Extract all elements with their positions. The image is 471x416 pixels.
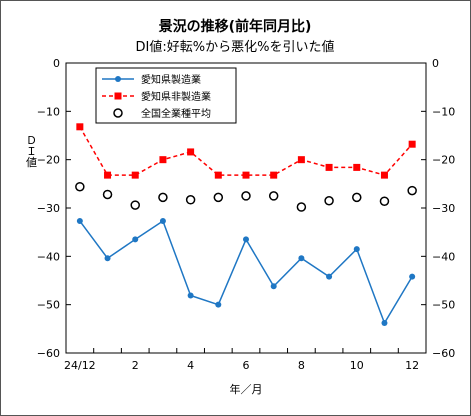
data-point <box>379 196 390 206</box>
y-tick-label-right: −30 <box>432 202 455 215</box>
data-point <box>326 273 333 280</box>
data-point <box>131 171 139 179</box>
data-point <box>213 192 224 203</box>
data-point <box>352 192 362 203</box>
y-tick-label-right: −50 <box>432 299 455 312</box>
data-point <box>130 200 140 210</box>
x-tick-label: 12 <box>405 359 419 372</box>
y-axis-label: ＤＩ値 <box>25 135 38 169</box>
data-point <box>325 163 333 171</box>
series-layer <box>75 123 417 327</box>
y-tick-label-right: −40 <box>432 250 455 263</box>
data-point <box>76 123 84 131</box>
x-tick-label: 8 <box>298 359 305 372</box>
y-axis-left: 0 −10 −20 −30 −40 −50 −60 <box>37 57 71 360</box>
y-tick-label-left: −50 <box>37 299 60 312</box>
data-point <box>297 156 305 164</box>
data-point <box>159 156 167 164</box>
data-point <box>353 163 361 171</box>
series-1 <box>76 218 416 327</box>
series-line <box>79 219 413 325</box>
data-point <box>76 218 83 225</box>
y-tick-label-left: −60 <box>37 347 60 360</box>
series-2 <box>76 123 416 179</box>
x-tick-label: 24/12 <box>64 359 96 372</box>
y-tick-label-right: −60 <box>432 347 455 360</box>
series-line <box>79 126 413 176</box>
data-point <box>408 140 416 148</box>
legend-marker <box>114 92 122 100</box>
y-tick-label-left: −20 <box>37 154 60 167</box>
data-point <box>132 236 139 243</box>
y-tick-label-left: −10 <box>37 105 60 118</box>
legend-label: 愛知県非製造業 <box>141 90 211 103</box>
data-point <box>102 189 113 200</box>
data-point <box>268 191 279 201</box>
data-point <box>243 236 249 243</box>
data-point <box>215 301 222 308</box>
y-tick-label-left: 0 <box>53 57 60 70</box>
x-tick-label: 4 <box>187 359 194 372</box>
legend-marker <box>113 108 123 118</box>
data-point <box>298 255 305 262</box>
legend-item: 全国全業種平均 <box>113 107 211 120</box>
data-point <box>296 202 307 212</box>
data-point <box>104 171 112 179</box>
x-tick-label: 10 <box>350 359 364 372</box>
legend-item: 愛知県製造業 <box>102 73 201 86</box>
y-tick-label-left: −30 <box>37 202 60 215</box>
data-point <box>158 192 168 203</box>
chart-subtitle: DI値:好転%から悪化%を引いた値 <box>136 39 335 55</box>
x-tick-label: 6 <box>243 359 250 372</box>
y-tick-label-right: −20 <box>432 154 455 167</box>
data-point <box>380 171 388 179</box>
data-point <box>185 195 196 205</box>
y-tick-label-left: −40 <box>37 250 60 263</box>
x-tick-label: 2 <box>132 359 139 372</box>
data-point <box>187 292 194 299</box>
data-point <box>75 181 85 192</box>
data-point <box>159 218 166 225</box>
legend-marker <box>115 76 121 82</box>
data-point <box>353 246 360 253</box>
y-tick-label-right: 0 <box>432 57 439 70</box>
data-point <box>270 171 278 179</box>
legend-item: 愛知県非製造業 <box>102 90 211 103</box>
x-axis: 24/12 2 4 6 8 10 12 <box>64 348 427 372</box>
x-axis-label: 年／月 <box>230 382 263 396</box>
data-point <box>241 191 251 201</box>
data-point <box>270 283 277 290</box>
series-3 <box>75 181 417 212</box>
data-point <box>381 320 388 327</box>
data-point <box>324 196 334 206</box>
legend-label: 全国全業種平均 <box>141 107 211 120</box>
legend-label: 愛知県製造業 <box>141 73 201 86</box>
data-point <box>242 171 250 179</box>
y-axis-right: 0 −10 −20 −30 −40 −50 −60 <box>421 57 455 360</box>
data-point <box>187 148 195 156</box>
data-point <box>214 171 222 179</box>
chart-title: 景況の推移(前年同月比) <box>159 18 312 35</box>
data-point <box>409 273 416 280</box>
y-tick-label-right: −10 <box>432 105 455 118</box>
data-point <box>407 185 417 196</box>
data-point <box>104 255 111 262</box>
